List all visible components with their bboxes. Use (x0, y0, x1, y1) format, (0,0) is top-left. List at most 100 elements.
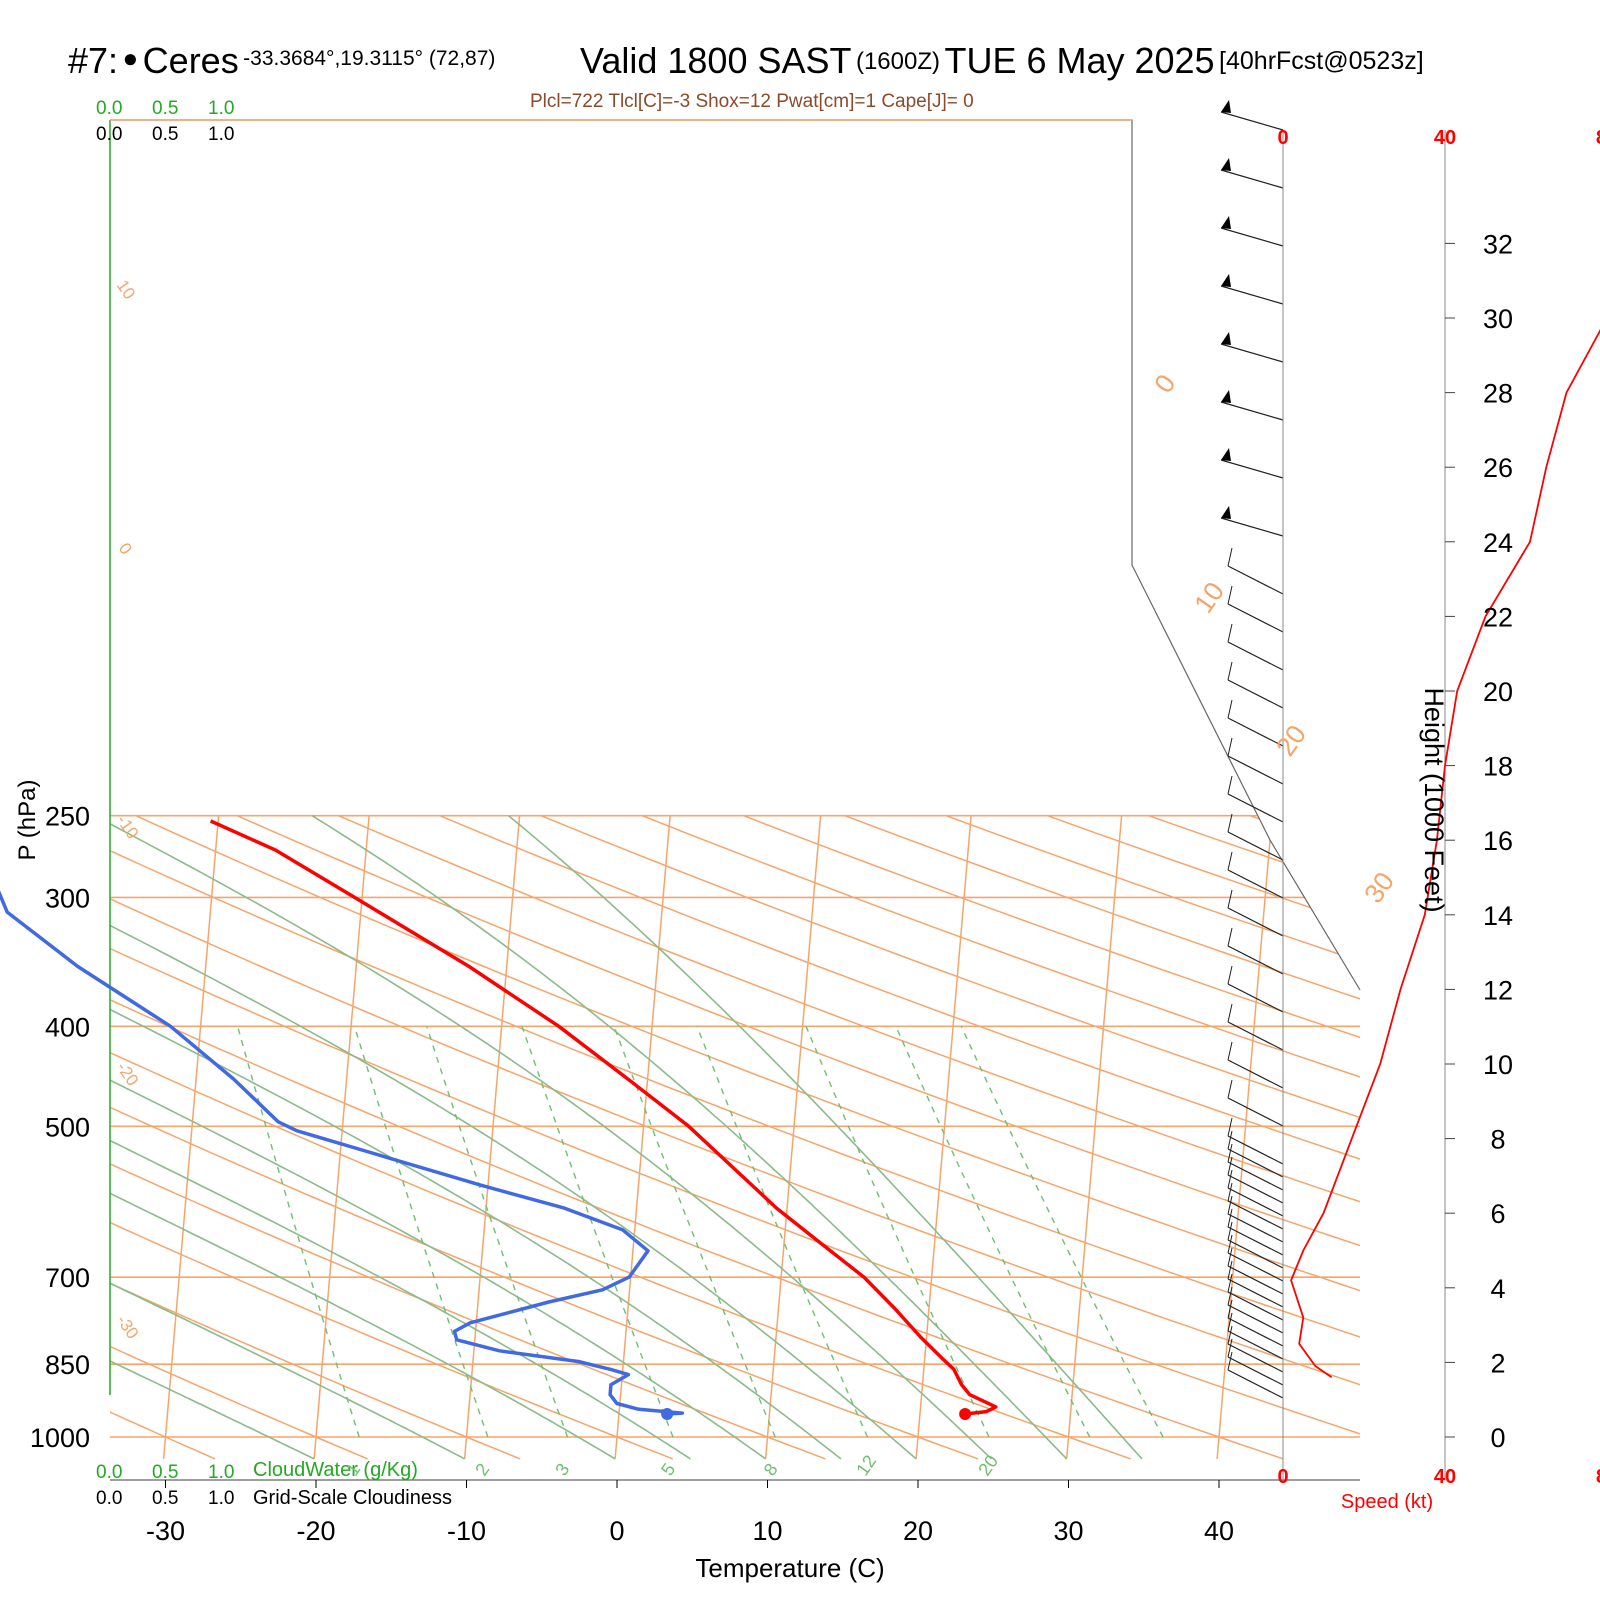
moist-adiabat-line (110, 814, 767, 1460)
height-tick-label: 30 (1483, 304, 1513, 334)
moist-adiabat-line (110, 814, 917, 1460)
scale-bottom-green-1: 0.5 (152, 1462, 178, 1483)
temp-tick-label: 40 (1204, 1516, 1234, 1546)
wind-barb-shaft (1220, 343, 1284, 363)
diagram-frame (109, 119, 1361, 1488)
wind-barb-feather (1227, 775, 1233, 795)
height-tick-label: 8 (1490, 1125, 1505, 1155)
wind-barb-flag (1221, 506, 1231, 519)
wind-barb-feather (1227, 1325, 1233, 1345)
wind-barb-feather (1227, 1208, 1233, 1228)
wind-barb-feather (1227, 1260, 1233, 1280)
sounding-profiles (0, 819, 998, 1421)
station-dot-icon: ● (122, 43, 139, 73)
wind-barb-shaft (1227, 1174, 1284, 1204)
height-tick-label: 2 (1490, 1348, 1505, 1378)
isotherm-label: 0 (115, 539, 136, 558)
dry-adiabat-line (110, 815, 826, 1460)
dry-adiabat-line (338, 815, 1360, 1460)
pressure-tick-label: 400 (45, 1012, 90, 1042)
station-coords: -33.3684°,19.3115° (72,87) (243, 47, 496, 70)
wind-barb-shaft (1227, 1059, 1284, 1089)
height-tick-label: 20 (1483, 677, 1513, 707)
pressure-tick-label: 300 (45, 883, 90, 913)
wind-barb-feather (1227, 1338, 1233, 1358)
wind-barb-feather (1227, 1130, 1233, 1150)
speed-axis-title: Speed (kt) (1341, 1491, 1433, 1513)
height-tick-label: 24 (1483, 528, 1513, 558)
dry-adiabat-line (540, 815, 1360, 1460)
wind-barb-flag (1221, 274, 1231, 287)
mixing-ratio-label: 8 (760, 1460, 782, 1480)
isotherm-label: 10 (113, 276, 139, 302)
height-tick-label: 22 (1483, 602, 1513, 632)
wind-barb-feather (1227, 1182, 1233, 1202)
wind-barb-shaft (1227, 869, 1284, 899)
scale-top-black-0: 0.0 (96, 124, 122, 145)
wind-barb-shaft (1227, 1187, 1284, 1217)
scale-bottom-green-2: 1.0 (208, 1462, 234, 1483)
wind-barb-shaft (1227, 1021, 1284, 1051)
isotherm-label: -20 (113, 1058, 143, 1089)
pressure-tick-label: 700 (45, 1263, 90, 1293)
mixing-ratio-label: 12 (852, 1451, 880, 1479)
wind-barb-shaft (1227, 1200, 1284, 1230)
wind-barb-shaft (1227, 945, 1284, 975)
isotherm-label: 0 (1148, 369, 1181, 399)
wind-barb-shaft (1227, 983, 1284, 1013)
wind-barb-flag (1221, 448, 1231, 461)
scale-bottom-green-0: 0.0 (96, 1462, 122, 1483)
sounding-stats: Plcl=722 Tlcl[C]=-3 Shox=12 Pwat[cm]=1 C… (530, 91, 974, 112)
station-number: #7: (68, 40, 119, 81)
moist-adiabat-line (110, 815, 315, 1460)
isotherm-line (614, 815, 671, 1459)
valid-zulu: (1600Z) (855, 48, 940, 75)
dry-adiabat-line (1351, 814, 1360, 1460)
scale-top-black-1: 0.5 (152, 124, 178, 145)
moist-adiabat-line (311, 815, 1068, 1460)
wind-barb-flag (1221, 100, 1231, 113)
temp-tick-label: -10 (447, 1516, 486, 1546)
wind-barb-feather (1227, 1299, 1233, 1319)
moist-adiabat-line (110, 814, 842, 1460)
wind-barb-feather (1227, 661, 1233, 681)
dry-adiabat-line (642, 815, 1360, 1460)
wind-barb-feather (1227, 737, 1233, 757)
mixing-ratio-line (960, 1026, 1164, 1438)
wind-barb-shaft (1227, 1148, 1284, 1178)
wind-barb-feather (1227, 1156, 1233, 1176)
wind-barb-feather (1227, 623, 1233, 643)
wind-barb-feather (1227, 1195, 1233, 1215)
scale-top-green-2: 1.0 (208, 98, 234, 119)
speed-profile-line (1290, 329, 1600, 1379)
moist-adiabat-line (110, 815, 616, 1460)
dry-adiabat-line (110, 815, 368, 1460)
dry-adiabat-line (1047, 814, 1360, 1460)
height-tick-label: 32 (1483, 229, 1513, 259)
y-axis-title: P (hPa) (14, 780, 41, 861)
forecast-info: [40hrFcst@0523z] (1219, 47, 1424, 75)
temperature-line (209, 819, 998, 1416)
temp-tick-label: 0 (609, 1516, 624, 1546)
wind-barb-feather (1227, 1143, 1233, 1163)
mixing-ratio-line (426, 1026, 569, 1438)
isotherm-label: 10 (1188, 577, 1230, 619)
isotherm-line (915, 815, 972, 1459)
height-tick-label: 12 (1483, 975, 1513, 1005)
wind-barb-shaft (1227, 1097, 1284, 1127)
mixing-ratio-line (895, 1026, 1091, 1438)
wind-barb-flag (1221, 390, 1231, 403)
wind-barb-shaft (1220, 169, 1284, 189)
x-axis-title: Temperature (C) (695, 1553, 884, 1583)
moist-adiabat-line (110, 814, 992, 1460)
wind-barb-feather (1227, 889, 1233, 909)
wind-barbs (1220, 100, 1284, 1399)
height-axis-title: Height (1000 Feet) (1419, 687, 1449, 912)
wind-barb-shaft (1227, 907, 1284, 937)
wind-barb-shaft (1227, 1304, 1284, 1334)
height-tick-label: 4 (1490, 1274, 1505, 1304)
wind-barb-shaft (1227, 603, 1284, 633)
isotherm-label: -30 (113, 1311, 143, 1342)
wind-barb-feather (1227, 1041, 1233, 1061)
